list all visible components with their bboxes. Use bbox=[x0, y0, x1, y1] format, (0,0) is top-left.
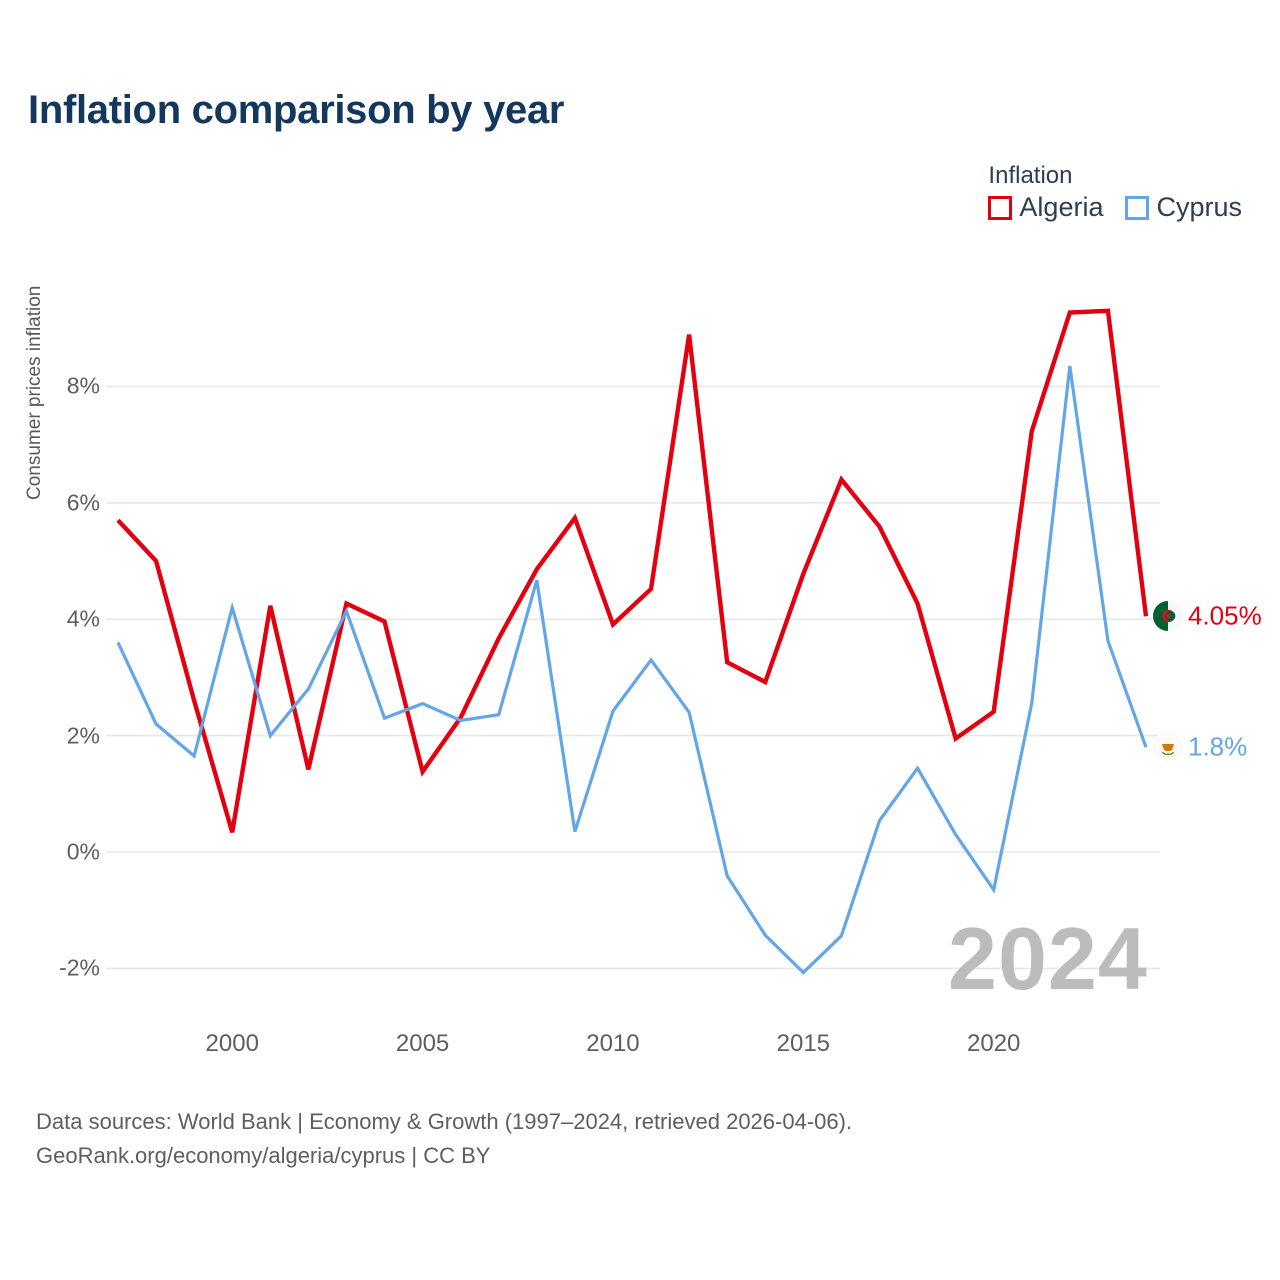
end-label-cyprus: 1.8% bbox=[1188, 731, 1248, 762]
legend-label-algeria: Algeria bbox=[1019, 192, 1104, 222]
x-axis-tick-label: 2005 bbox=[395, 1030, 450, 1057]
legend-swatch-cyprus bbox=[1125, 195, 1150, 220]
x-axis-tick-label: 2010 bbox=[586, 1030, 640, 1057]
legend-item-cyprus[interactable]: Cyprus bbox=[1125, 194, 1242, 221]
legend-label-cyprus: Cyprus bbox=[1156, 192, 1242, 222]
y-axis-tick-label: 2% bbox=[66, 722, 100, 749]
legend-items: Algeria Cyprus bbox=[988, 194, 1242, 221]
y-axis-tick-label: 4% bbox=[66, 605, 100, 632]
y-axis-tick-label: 6% bbox=[66, 489, 100, 516]
y-axis-tick-label: 0% bbox=[66, 838, 100, 865]
legend-item-algeria[interactable]: Algeria bbox=[988, 194, 1103, 221]
cyprus-flag-icon bbox=[1153, 732, 1183, 763]
footer-line-1: Data sources: World Bank | Economy & Gro… bbox=[36, 1109, 853, 1134]
series-line-cyprus bbox=[116, 365, 1148, 975]
y-axis-tick-label: 8% bbox=[66, 372, 100, 399]
footer: Data sources: World Bank | Economy & Gro… bbox=[36, 1105, 852, 1173]
x-axis-tick-label: 2015 bbox=[776, 1030, 831, 1057]
y-axis-tick-label: -2% bbox=[59, 954, 100, 981]
year-watermark: 2024 bbox=[948, 909, 1148, 1008]
series-line-algeria bbox=[116, 308, 1149, 833]
end-label-algeria: 4.05% bbox=[1188, 600, 1262, 631]
y-axis-ticks: 8% 6% 4% 2% 0% -2% bbox=[20, 0, 100, 1280]
legend: Inflation Algeria Cyprus bbox=[988, 162, 1242, 221]
legend-swatch-algeria bbox=[988, 195, 1013, 220]
page-title: Inflation comparison by year bbox=[28, 88, 565, 132]
footer-line-2: GeoRank.org/economy/algeria/cyprus | CC … bbox=[36, 1143, 491, 1169]
legend-title: Inflation bbox=[988, 162, 1073, 189]
x-axis-tick-label: 2020 bbox=[967, 1030, 1021, 1057]
algeria-flag-icon bbox=[1153, 601, 1183, 632]
x-axis-tick-label: 2000 bbox=[205, 1030, 259, 1057]
